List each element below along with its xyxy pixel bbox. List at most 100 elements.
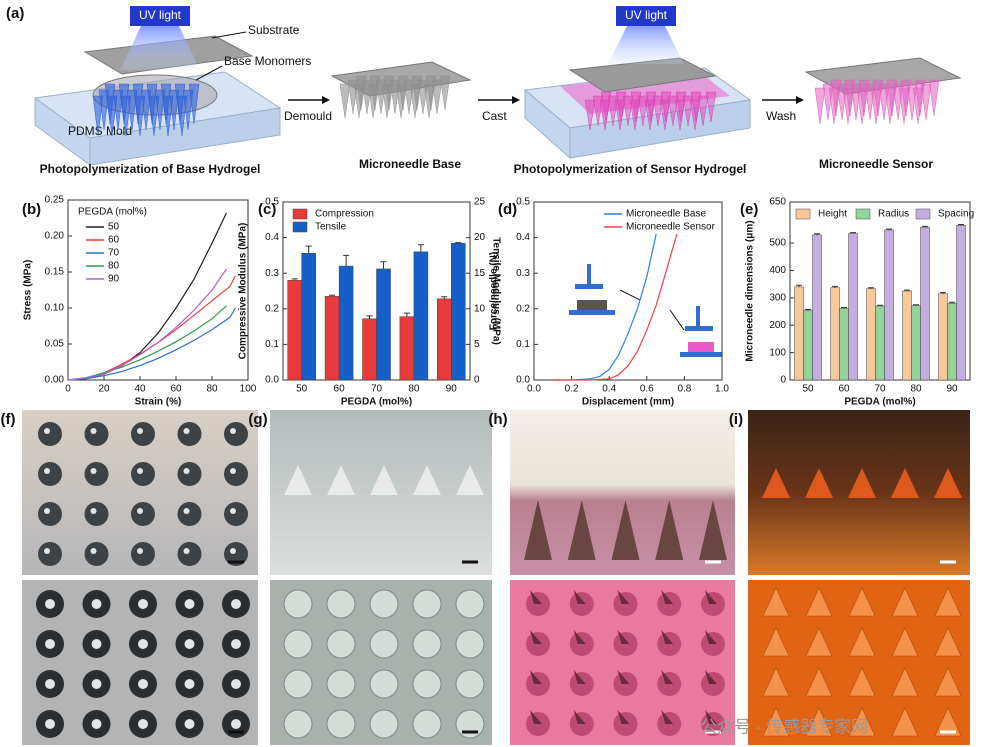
error-bar [366,315,373,319]
y-tick-label: 0.3 [265,268,279,279]
needle-tip [44,428,50,434]
needle [456,465,484,495]
needle [805,627,833,657]
needle [326,629,356,659]
bar [920,226,930,381]
legend-label: Height [818,209,847,220]
needle-tip [90,548,97,554]
needle-tip [91,599,102,609]
panel-label: (d) [498,201,517,218]
needle [284,465,312,495]
needle [655,500,684,560]
needle [412,589,442,619]
error-bar [841,306,847,309]
error-bar [949,301,955,304]
needle [412,669,442,699]
step-title: Photopolymerization of Sensor Hydrogel [514,162,747,176]
legend-label: 50 [108,222,120,233]
pointer [211,31,247,39]
needle-tip [661,630,674,644]
needle [92,95,104,137]
error-bar [291,278,298,281]
needle [567,500,596,560]
probe [587,264,591,284]
watermark: 公众号 · 传感器专家网 [700,717,868,736]
needle-tip [231,679,241,689]
x-tick-label: 0.6 [640,384,654,395]
y-tick-label: 0.00 [45,375,65,386]
needle [455,589,485,619]
needle [383,75,395,111]
needle-tip [44,548,50,554]
y2-tick-label: 25 [474,197,486,208]
needle [176,95,188,137]
needle [836,83,848,121]
x-axis-label: PEGDA (mol%) [341,397,412,408]
needle [891,587,919,617]
error-bar [796,284,802,287]
needle [699,500,727,560]
x-tick-label: 50 [296,384,308,395]
needle [455,669,485,699]
y-tick-label: 0.10 [45,303,65,314]
needle [805,707,833,737]
needle-tip [45,719,55,729]
needle-tip [138,599,148,609]
needle-tip [91,679,102,689]
x-tick-label: 100 [240,384,257,395]
needle [805,667,833,697]
needle [607,95,619,127]
needle-tip [137,508,143,514]
x-tick-label: 80 [408,384,420,395]
needle [38,462,62,486]
y-axis-label: Force/needle (N) [489,252,500,330]
needle [660,91,672,123]
needle [224,502,248,526]
x-tick-label: 80 [206,384,218,395]
needle-tip [705,630,717,644]
needle [848,468,876,498]
bar [437,298,452,381]
needle-tip [617,670,630,684]
step-arrow-label: Demould [284,109,332,123]
needle [283,629,313,659]
needle [600,91,612,123]
step-title: Microneedle Base [359,157,461,171]
bar [451,243,466,381]
panel-label: (a) [6,5,24,22]
x-tick-label: 0.8 [677,384,691,395]
needle [906,83,918,121]
stage [680,352,722,357]
y-tick-label: 0.3 [516,268,530,279]
y2-tick-label: 5 [474,339,480,350]
error-bar [403,312,410,317]
needle [369,75,381,111]
needle [369,629,399,659]
needle [131,502,155,526]
needle [934,707,962,737]
error-bar [832,285,838,288]
needle-tip [44,508,50,514]
bar [324,296,340,381]
y-tick-label: 0.1 [265,339,279,350]
needle [914,79,926,117]
needle [283,709,313,739]
needle [524,500,552,560]
needle-tip [617,590,630,604]
needle [667,95,679,127]
needle [369,669,399,699]
needle [886,79,898,117]
y2-tick-label: 15 [474,268,486,279]
needle [224,542,248,566]
error-bar [877,304,883,307]
legend-label: Radius [878,209,909,220]
needle-tip [530,590,542,604]
plot-frame [533,201,723,381]
legend-label: 70 [108,248,120,259]
needle [339,83,351,119]
step-arrow-label: Cast [482,109,507,123]
needle [177,422,202,446]
needle [630,91,642,123]
needle [347,79,359,115]
uv-beam [608,24,684,64]
